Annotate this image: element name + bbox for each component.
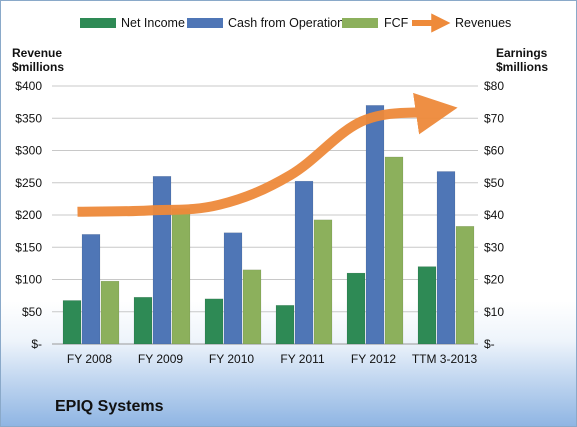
left-tick-label: $350 bbox=[15, 111, 42, 125]
bar-fcf bbox=[455, 226, 475, 345]
bar-cash-from-operations bbox=[294, 180, 314, 345]
bar-net-income bbox=[346, 272, 366, 345]
category-label: FY 2008 bbox=[67, 352, 112, 366]
company-name: EPIQ Systems bbox=[55, 398, 164, 415]
right-tick-label: $20 bbox=[484, 273, 504, 287]
right-axis-title-line1: Earnings bbox=[496, 46, 548, 60]
left-tick-label: $300 bbox=[15, 144, 42, 158]
right-tick-label: $30 bbox=[484, 240, 504, 254]
left-axis-title-line2: $millions bbox=[12, 60, 64, 74]
bar-fcf bbox=[100, 280, 120, 345]
left-tick-label: $100 bbox=[15, 273, 42, 287]
left-tick-label: $- bbox=[31, 337, 42, 351]
right-tick-label: $40 bbox=[484, 208, 504, 222]
right-tick-label: $- bbox=[484, 337, 495, 351]
bar-fcf bbox=[171, 208, 191, 345]
right-tick-label: $10 bbox=[484, 305, 504, 319]
right-tick-label: $60 bbox=[484, 144, 504, 158]
category-label: FY 2010 bbox=[209, 352, 254, 366]
left-axis-title-line1: Revenue bbox=[12, 46, 62, 60]
right-axis-title-line2: $millions bbox=[496, 60, 548, 74]
category-label: FY 2009 bbox=[138, 352, 183, 366]
right-tick-label: $50 bbox=[484, 176, 504, 190]
bar-net-income bbox=[417, 266, 437, 345]
legend-label-net-income: Net Income bbox=[121, 16, 185, 30]
left-tick-label: $400 bbox=[15, 79, 42, 93]
legend-label-cash-from-operations: Cash from Operations bbox=[228, 16, 350, 30]
bar-fcf bbox=[242, 269, 262, 345]
right-tick-label: $80 bbox=[484, 79, 504, 93]
left-tick-label: $200 bbox=[15, 208, 42, 222]
bar-cash-from-operations bbox=[365, 105, 385, 345]
left-tick-label: $150 bbox=[15, 240, 42, 254]
category-label: FY 2012 bbox=[351, 352, 396, 366]
left-tick-label: $50 bbox=[22, 305, 42, 319]
legend-swatch-net-income bbox=[80, 18, 116, 28]
revenues-line bbox=[77, 92, 458, 217]
legend-swatch-fcf bbox=[342, 18, 378, 28]
bar-net-income bbox=[204, 298, 224, 345]
legend-label-fcf: FCF bbox=[384, 16, 409, 30]
category-label: FY 2011 bbox=[280, 352, 325, 366]
bars bbox=[62, 105, 475, 345]
left-axis-ticks: $- $50 $100 $150 $200 $250 $300 $350 $400 bbox=[15, 79, 42, 351]
right-axis-ticks: $- $10 $20 $30 $40 $50 $60 $70 $80 bbox=[484, 79, 504, 351]
bar-cash-from-operations bbox=[81, 234, 101, 345]
bar-fcf bbox=[313, 219, 333, 345]
bar-cash-from-operations bbox=[223, 232, 243, 345]
left-tick-label: $250 bbox=[15, 176, 42, 190]
legend-label-revenues: Revenues bbox=[455, 16, 511, 30]
bar-net-income bbox=[133, 296, 153, 345]
bar-net-income bbox=[275, 305, 295, 345]
gridlines bbox=[52, 85, 478, 345]
legend-swatch-cash-from-operations bbox=[187, 18, 223, 28]
legend: Net Income Cash from Operations FCF Reve… bbox=[80, 13, 511, 33]
bar-net-income bbox=[62, 300, 82, 345]
bar-cash-from-operations bbox=[152, 176, 172, 345]
category-labels: FY 2008 FY 2009 FY 2010 FY 2011 FY 2012 TTM 3… bbox=[67, 352, 478, 366]
bar-cash-from-operations bbox=[436, 171, 456, 345]
category-label: TTM 3-2013 bbox=[412, 352, 478, 366]
right-tick-label: $70 bbox=[484, 111, 504, 125]
bar-fcf bbox=[384, 156, 404, 345]
